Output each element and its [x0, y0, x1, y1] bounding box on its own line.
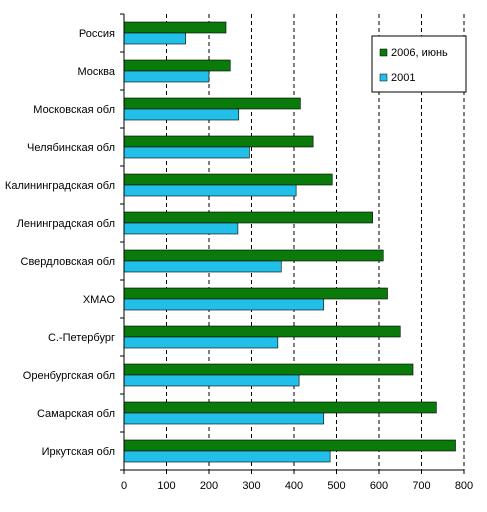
- bar-2006-7: [123, 287, 388, 300]
- legend-swatch-2001: [379, 73, 388, 82]
- bar-2001-4: [123, 184, 297, 197]
- category-label: Иркутская обл: [42, 446, 115, 458]
- x-tick-label: 0: [121, 480, 127, 492]
- legend-box: [371, 35, 467, 93]
- gridlines: [166, 14, 465, 470]
- x-tick-label: 400: [285, 480, 303, 492]
- bar-2001-8: [123, 336, 279, 349]
- category-label: Калининградская обл: [5, 180, 115, 192]
- x-tick-label: 500: [327, 480, 345, 492]
- bar-2006-2: [123, 97, 301, 110]
- axes: Россия Москва Московская обл Челябинская об…: [5, 13, 473, 492]
- bar-2006-1: [123, 59, 231, 72]
- legend-label-2006: 2006, июнь: [391, 47, 448, 59]
- category-label: Свердловская обл: [21, 256, 115, 268]
- category-label: ХМАО: [83, 294, 116, 306]
- bar-2001-9: [123, 374, 300, 387]
- bar-2001-3: [123, 146, 250, 159]
- x-tick-label: 700: [412, 480, 430, 492]
- bar-2006-4: [123, 173, 333, 186]
- category-label: Оренбургская обл: [23, 370, 115, 382]
- bar-2006-9: [123, 363, 414, 376]
- bar-2001-1: [123, 70, 210, 83]
- x-tick-label: 200: [200, 480, 218, 492]
- category-label: С.-Петербург: [48, 332, 115, 344]
- category-label: Московская обл: [33, 104, 115, 116]
- category-label: Ленинградская обл: [17, 218, 115, 230]
- x-tick-label: 300: [242, 480, 260, 492]
- bar-2006-3: [123, 135, 314, 148]
- bar-2001-11: [123, 450, 331, 463]
- x-tick-label: 100: [157, 480, 175, 492]
- bar-2001-7: [123, 298, 325, 311]
- category-label: Москва: [77, 66, 115, 78]
- bar-2006-8: [123, 325, 401, 338]
- bar-2006-11: [123, 439, 456, 452]
- bar-2001-0: [123, 32, 186, 45]
- bar-2001-10: [123, 412, 325, 425]
- x-tick-label: 800: [455, 480, 473, 492]
- bar-2006-5: [123, 211, 373, 224]
- x-tick-label: 600: [370, 480, 388, 492]
- bar-2006-0: [123, 21, 227, 34]
- legend-swatch-2006: [379, 48, 388, 57]
- category-label: Челябинская обл: [27, 142, 115, 154]
- bar-2001-6: [123, 260, 282, 273]
- legend: 2006, июнь 2001: [371, 35, 467, 93]
- bar-2006-6: [123, 249, 384, 262]
- bar-2006-10: [123, 401, 437, 414]
- bar-2001-2: [123, 108, 240, 121]
- category-label: Россия: [79, 28, 115, 40]
- category-label: Самарская обл: [37, 408, 115, 420]
- bar-2001-5: [123, 222, 239, 235]
- legend-label-2001: 2001: [391, 72, 415, 84]
